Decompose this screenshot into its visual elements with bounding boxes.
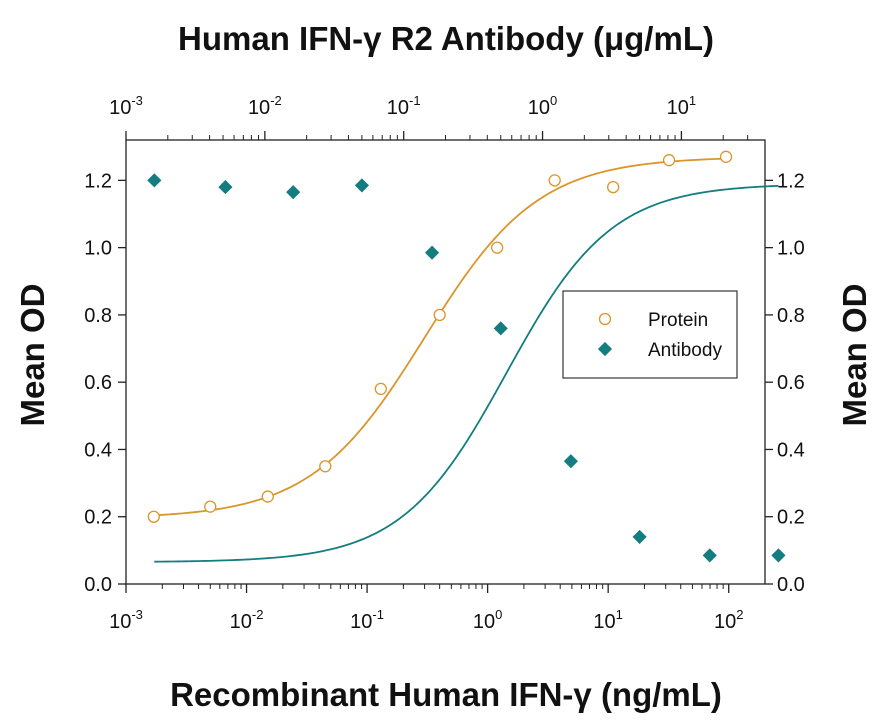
protein-data-point [719,150,733,163]
antibody-data-point [563,454,578,469]
protein-data-point [147,510,160,523]
antibody-data-point [147,173,162,188]
protein-legend-label: Protein [648,310,708,331]
x-tick-label: 10-1 [350,607,384,633]
top-axis-title: Human IFN-γ R2 Antibody (μg/mL) [178,20,714,57]
x-tick-label: 10-3 [109,607,143,633]
legend-box [562,290,738,379]
y-left-tick-label: 0.4 [84,439,112,461]
y-left-axis-title: Mean OD [14,283,51,426]
x-tick-label: 101 [593,607,622,633]
x-tick-label: 102 [714,607,743,633]
top-tick-label: 10-3 [109,93,143,119]
protein-data-point [433,308,446,322]
y-left-tick-label: 1.2 [84,170,112,192]
y-left-tick-label: 1.0 [84,238,112,260]
x-axis-title: Recombinant Human IFN-γ (ng/mL) [170,676,722,713]
y-right-axis-title: Mean OD [836,283,873,426]
antibody-data-point [286,185,301,200]
x-tick-label: 10-2 [230,607,264,633]
y-left-tick-label: 0.8 [84,305,112,327]
y-right-tick-label: 1.0 [777,238,805,260]
antibody-data-point [218,180,233,195]
antibody-data-point [771,548,786,563]
protein-data-point [374,382,387,396]
protein-data-point [319,460,332,473]
top-tick-label: 101 [667,93,696,119]
antibody-data-point [424,245,440,260]
antibody-data-point [493,321,508,336]
protein-legend-marker [598,312,612,326]
antibody-data-point [354,178,369,193]
y-left-tick-label: 0.6 [84,372,112,394]
protein-data-point [662,154,676,167]
protein-data-point [548,174,561,187]
top-tick-label: 10-1 [387,93,421,119]
protein-data-point [491,241,504,254]
top-tick-label: 100 [528,93,557,119]
y-right-tick-label: 0.8 [777,305,805,327]
y-right-tick-label: 0.4 [777,439,805,461]
protein-data-point [261,490,274,503]
antibody-fit-curve [154,184,779,563]
y-right-tick-label: 0.2 [777,507,805,529]
y-right-tick-label: 0.6 [777,372,805,394]
antibody-data-point [632,529,647,544]
y-right-tick-label: 0.0 [777,574,805,596]
y-left-tick-label: 0.2 [84,507,112,529]
y-left-tick-label: 0.0 [84,574,112,596]
antibody-data-point [702,548,717,563]
x-tick-label: 100 [473,607,502,633]
protein-data-point [607,180,620,194]
antibody-legend-marker [597,341,613,357]
antibody-legend-label: Antibody [648,340,722,361]
y-right-tick-label: 1.2 [777,170,805,192]
top-tick-label: 10-2 [248,93,282,119]
protein-data-point [204,500,217,513]
